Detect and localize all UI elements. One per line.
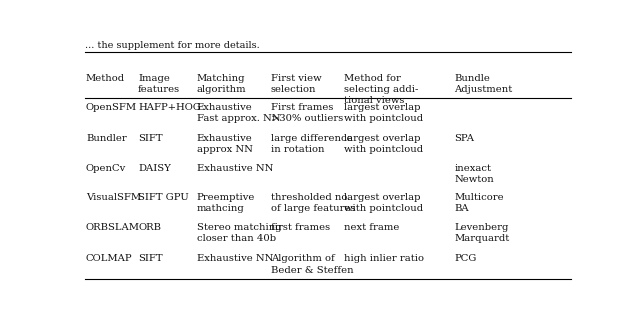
Text: Exhaustive NN: Exhaustive NN bbox=[196, 164, 273, 173]
Text: First frames
>30% outliers: First frames >30% outliers bbox=[271, 103, 343, 123]
Text: ORB: ORB bbox=[138, 223, 161, 232]
Text: Exhaustive NN: Exhaustive NN bbox=[196, 255, 273, 263]
Text: First view
selection: First view selection bbox=[271, 74, 321, 94]
Text: large difference
in rotation: large difference in rotation bbox=[271, 134, 353, 154]
Text: first frames: first frames bbox=[271, 223, 330, 232]
Text: PCG: PCG bbox=[454, 255, 477, 263]
Text: Method for
selecting addi-
tional views: Method for selecting addi- tional views bbox=[344, 74, 419, 105]
Text: Bundle
Adjustment: Bundle Adjustment bbox=[454, 74, 513, 94]
Text: Bundler: Bundler bbox=[86, 134, 127, 143]
Text: Image
features: Image features bbox=[138, 74, 180, 94]
Text: high inlier ratio: high inlier ratio bbox=[344, 255, 424, 263]
Text: VisualSFM: VisualSFM bbox=[86, 193, 141, 202]
Text: Algorithm of
Beder & Steffen: Algorithm of Beder & Steffen bbox=[271, 255, 353, 275]
Text: largest overlap
with pointcloud: largest overlap with pointcloud bbox=[344, 103, 424, 123]
Text: Levenberg
Marquardt: Levenberg Marquardt bbox=[454, 223, 509, 243]
Text: Preemptive
mathcing: Preemptive mathcing bbox=[196, 193, 255, 213]
Text: Matching
algorithm: Matching algorithm bbox=[196, 74, 246, 94]
Text: Exhaustive
approx NN: Exhaustive approx NN bbox=[196, 134, 252, 154]
Text: OpenSFM: OpenSFM bbox=[86, 103, 137, 112]
Text: Stereo matching
closer than 40b: Stereo matching closer than 40b bbox=[196, 223, 281, 243]
Text: ORBSLAM: ORBSLAM bbox=[86, 223, 140, 232]
Text: inexact
Newton: inexact Newton bbox=[454, 164, 494, 184]
Text: COLMAP: COLMAP bbox=[86, 255, 132, 263]
Text: HAFP+HOG: HAFP+HOG bbox=[138, 103, 201, 112]
Text: SPA: SPA bbox=[454, 134, 474, 143]
Text: thresholded no.
of large features: thresholded no. of large features bbox=[271, 193, 355, 213]
Text: SIFT: SIFT bbox=[138, 255, 163, 263]
Text: largest overlap
with pointcloud: largest overlap with pointcloud bbox=[344, 193, 424, 213]
Text: ... the supplement for more details.: ... the supplement for more details. bbox=[85, 41, 260, 50]
Text: SIFT: SIFT bbox=[138, 134, 163, 143]
Text: next frame: next frame bbox=[344, 223, 400, 232]
Text: Multicore
BA: Multicore BA bbox=[454, 193, 504, 213]
Text: Exhaustive
Fast approx. NN: Exhaustive Fast approx. NN bbox=[196, 103, 280, 123]
Text: largest overlap
with pointcloud: largest overlap with pointcloud bbox=[344, 134, 424, 154]
Text: DAISY: DAISY bbox=[138, 164, 171, 173]
Text: OpenCv: OpenCv bbox=[86, 164, 126, 173]
Text: SIFT GPU: SIFT GPU bbox=[138, 193, 189, 202]
Text: Method: Method bbox=[86, 74, 125, 83]
